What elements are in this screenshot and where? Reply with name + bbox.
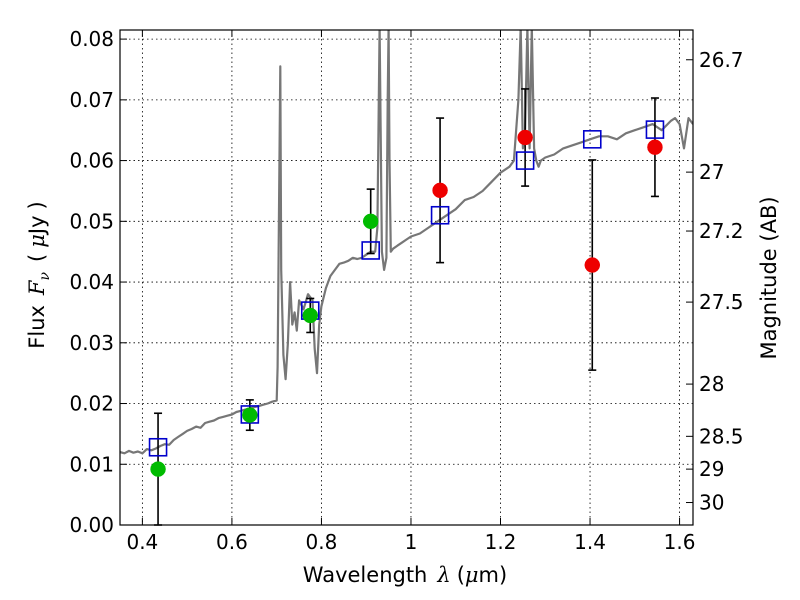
y2-tick-label: 27.5 — [699, 290, 744, 314]
nir-observed-point — [647, 139, 663, 155]
y-axis-label: FluxFν(μJy) — [25, 201, 53, 348]
x-tick-label: 1.2 — [485, 530, 517, 554]
y-tick-label: 0.05 — [69, 209, 114, 233]
model-photometry-square — [430, 205, 450, 225]
model-photometry-square — [582, 130, 602, 149]
model-photometry-square — [361, 241, 380, 260]
y-tick-label: 0.06 — [69, 149, 114, 173]
tick-labels: 0.4 0.6 0.8 1 1.2 1.4 1.6 0.00 0.01 0.02 0.03 0.04 0… — [69, 27, 743, 554]
y-tick-label: 0.07 — [69, 88, 114, 112]
x-tick-label: 0.4 — [126, 530, 158, 554]
nir-observed-point — [584, 257, 601, 273]
x-tick-label: 1.6 — [664, 530, 696, 554]
x-axis-label: Wavelength λ (μm) — [303, 563, 507, 587]
y2-tick-label: 27.2 — [699, 219, 744, 243]
y2-tick-label: 30 — [699, 491, 724, 515]
y2-tick-label: 29 — [699, 457, 724, 481]
x-tick-label: 1.4 — [574, 530, 606, 554]
right-axis-label: Magnitude (AB) — [757, 196, 781, 359]
y-tick-label: 0.02 — [69, 392, 114, 416]
x-tick-label: 1 — [405, 530, 418, 554]
y-tick-label: 0.08 — [69, 27, 114, 51]
y2-tick-label: 28.5 — [699, 424, 744, 448]
model-photometry-square — [240, 405, 260, 424]
model-spectrum-line — [120, 30, 693, 455]
optical-observed-point — [302, 307, 319, 324]
errorbar-layer — [154, 88, 659, 526]
y-tick-label: 0.04 — [69, 270, 114, 294]
model-photometry-square — [515, 151, 535, 170]
y2-tick-label: 27 — [699, 160, 724, 184]
model-photometry-square — [645, 120, 665, 139]
y-tick-label: 0.01 — [69, 452, 114, 476]
nir-observed-point — [432, 182, 448, 199]
optical-observed-point — [362, 213, 379, 230]
y-tick-label: 0.03 — [69, 331, 114, 355]
nir-observed-point — [517, 129, 533, 146]
model-photometry-square — [148, 437, 168, 457]
y2-tick-label: 26.7 — [699, 48, 744, 72]
axes-frame — [119, 29, 694, 526]
grid — [120, 30, 693, 526]
optical-observed-point — [242, 407, 258, 423]
x-tick-label: 0.8 — [306, 530, 338, 554]
model-spectrum-layer — [120, 30, 693, 455]
optical-observed-point — [150, 461, 166, 477]
plot-frame — [119, 29, 694, 526]
y-tick-label: 0.00 — [69, 513, 114, 537]
points-layer — [148, 120, 665, 477]
x-tick-label: 0.6 — [216, 530, 248, 554]
y2-tick-label: 28 — [699, 372, 724, 396]
